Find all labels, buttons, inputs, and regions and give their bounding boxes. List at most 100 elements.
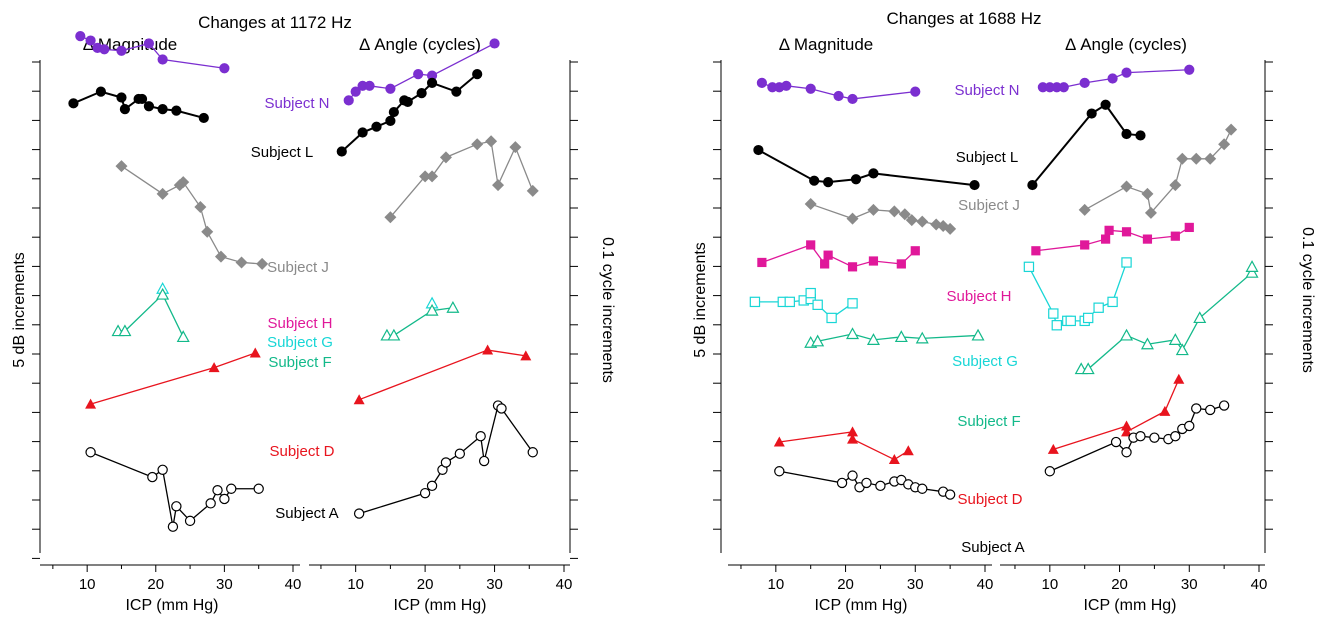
data-point [809, 175, 820, 186]
data-point [157, 54, 168, 65]
series-a-angle [353, 400, 538, 519]
axes-1172: 10 20 30 40 10 20 30 40 [32, 60, 578, 593]
data-point [1193, 311, 1207, 324]
series-l-angle [336, 69, 483, 157]
data-point [115, 160, 128, 173]
data-point [439, 151, 452, 164]
data-point [419, 170, 432, 183]
data-point [944, 489, 956, 500]
data-point [811, 334, 825, 347]
subject-label-h: Subject H [946, 288, 1011, 305]
data-point [496, 403, 507, 414]
series-line [121, 165, 263, 265]
data-point [1190, 152, 1203, 165]
data-point [116, 92, 127, 103]
data-point [1101, 234, 1111, 244]
data-point [353, 394, 365, 405]
series-d-magnitude [773, 426, 914, 465]
series-g-magnitude [749, 287, 858, 324]
data-point [226, 483, 237, 494]
x-tick-label: 30 [1181, 576, 1198, 593]
left-axis-label-1172: 5 dB increments [11, 252, 28, 368]
data-point [387, 328, 401, 341]
subject-labels-1688: Subject N Subject L Subject J Subject H … [946, 82, 1024, 556]
data-point [336, 146, 347, 157]
data-point [1048, 308, 1059, 319]
series-line [1084, 129, 1232, 215]
data-point [157, 464, 168, 475]
data-point [969, 179, 980, 191]
data-point [482, 344, 494, 355]
series-j-magnitude [804, 198, 957, 235]
data-point [119, 104, 131, 115]
subject-labels-1172: Subject N Subject L Subject J Subject H … [251, 95, 339, 522]
data-point [1107, 73, 1118, 84]
data-point [1204, 152, 1217, 165]
series-n-angle [343, 38, 500, 106]
data-point [1173, 373, 1185, 384]
subject-label-f: Subject F [957, 413, 1020, 430]
data-point [1170, 231, 1180, 241]
series-f-magnitude [804, 327, 985, 348]
panel-title-angle-1688: Δ Angle (cycles) [1065, 35, 1187, 54]
data-point [1149, 432, 1160, 443]
data-point [784, 296, 795, 308]
panel-title-angle-1172: Δ Angle (cycles) [359, 35, 481, 54]
data-point [350, 86, 361, 97]
data-point [426, 170, 439, 183]
data-point [416, 88, 427, 99]
series-d-angle [353, 344, 532, 405]
data-point [836, 477, 848, 489]
data-point [451, 86, 462, 97]
data-point [812, 299, 823, 311]
data-point [846, 212, 859, 225]
data-point [177, 176, 190, 189]
data-point [143, 101, 155, 112]
x-tick-label: 10 [1041, 576, 1058, 593]
data-point [1184, 64, 1195, 75]
data-point [847, 262, 858, 272]
data-point [249, 347, 261, 358]
data-point [971, 328, 985, 341]
data-point [902, 445, 914, 456]
data-point [1218, 400, 1230, 411]
data-point [384, 211, 397, 224]
data-point [944, 222, 957, 235]
series-n-angle [1037, 64, 1195, 93]
data-point [1121, 426, 1133, 437]
data-point [1141, 187, 1154, 200]
data-point [867, 203, 880, 216]
subject-label-j: Subject J [958, 197, 1020, 214]
data-point [1081, 362, 1095, 375]
data-point [118, 324, 132, 337]
data-point [1078, 203, 1091, 216]
data-point [866, 333, 880, 345]
data-point [194, 200, 207, 213]
series-j-angle [1078, 123, 1238, 219]
data-point [492, 179, 505, 192]
subject-label-d: Subject D [957, 491, 1022, 508]
x-tick-label: 20 [417, 576, 434, 593]
series-line [358, 349, 526, 401]
panel-title-magnitude-1688: Δ Magnitude [779, 35, 874, 54]
data-point [1142, 234, 1153, 244]
series-f-angle [1074, 260, 1259, 375]
data-point [1176, 152, 1189, 165]
data-point [805, 83, 816, 94]
data-point [1191, 403, 1202, 414]
data-point [1175, 343, 1189, 356]
x-tick-label: 30 [907, 576, 924, 593]
series-d-magnitude [85, 347, 261, 409]
data-point [915, 331, 929, 344]
data-point [256, 257, 269, 270]
x-axis-label-angle-1172: ICP (mm Hg) [393, 597, 486, 614]
series-l-angle [1027, 99, 1146, 191]
data-point [425, 303, 439, 316]
data-point [357, 127, 368, 138]
subject-label-a: Subject A [275, 505, 338, 522]
data-point [1079, 77, 1090, 88]
data-point [472, 69, 483, 80]
x-tick-label: 20 [837, 576, 854, 593]
data-point [85, 35, 96, 46]
data-point [806, 240, 816, 250]
